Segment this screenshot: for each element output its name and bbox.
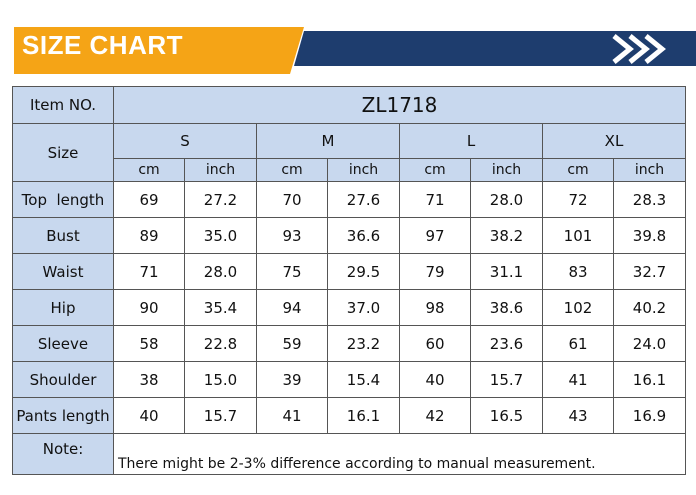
table-cell: 71 — [113, 253, 185, 290]
table-cell: 24.0 — [613, 325, 686, 362]
row-label: Waist — [12, 253, 114, 290]
table-cell: 16.1 — [613, 361, 686, 398]
banner-title: SIZE CHART — [22, 30, 183, 60]
table-cell: 41 — [256, 397, 328, 434]
table-cell: 102 — [542, 289, 614, 326]
table-cell: 28.3 — [613, 181, 686, 218]
banner-orange-block — [14, 27, 304, 74]
table-cell: 23.2 — [327, 325, 400, 362]
table-cell: 15.7 — [184, 397, 257, 434]
table-cell: 16.1 — [327, 397, 400, 434]
table-cell: 28.0 — [470, 181, 543, 218]
banner-graphic — [14, 27, 696, 74]
table-cell: 37.0 — [327, 289, 400, 326]
table-cell: 40 — [113, 397, 185, 434]
table-cell: 27.6 — [327, 181, 400, 218]
table-cell: 75 — [256, 253, 328, 290]
table-cell: 90 — [113, 289, 185, 326]
table-cell: 39 — [256, 361, 328, 398]
table-cell: 35.4 — [184, 289, 257, 326]
table-cell: 16.5 — [470, 397, 543, 434]
table-cell: 39.8 — [613, 217, 686, 254]
table-cell: 31.1 — [470, 253, 543, 290]
model-number: ZL1718 — [113, 86, 686, 124]
table-cell: 15.4 — [327, 361, 400, 398]
table-cell: 38.2 — [470, 217, 543, 254]
unit-inch-header: inch — [470, 158, 543, 182]
table-cell: 60 — [399, 325, 471, 362]
table-cell: 70 — [256, 181, 328, 218]
table-row: Waist 71 28.0 75 29.5 79 31.1 83 32.7 — [12, 253, 686, 290]
table-row: Shoulder 38 15.0 39 15.4 40 15.7 41 16.1 — [12, 361, 686, 398]
note-label: Note: — [12, 433, 114, 475]
table-cell: 97 — [399, 217, 471, 254]
row-label: Hip — [12, 289, 114, 326]
table-cell: 38 — [113, 361, 185, 398]
double-chevron-right-icon — [612, 34, 666, 64]
table-cell: 22.8 — [184, 325, 257, 362]
item-no-label: Item NO. — [12, 86, 114, 124]
table-cell: 32.7 — [613, 253, 686, 290]
size-l-header: L — [399, 123, 543, 159]
table-cell: 79 — [399, 253, 471, 290]
table-cell: 42 — [399, 397, 471, 434]
table-cell: 28.0 — [184, 253, 257, 290]
unit-inch-header: inch — [327, 158, 400, 182]
table-cell: 61 — [542, 325, 614, 362]
table-cell: 71 — [399, 181, 471, 218]
table-cell: 40.2 — [613, 289, 686, 326]
unit-cm-header: cm — [542, 158, 614, 182]
banner-navy-bar — [294, 31, 696, 66]
table-cell: 83 — [542, 253, 614, 290]
table-cell: 16.9 — [613, 397, 686, 434]
size-xl-header: XL — [542, 123, 686, 159]
unit-cm-header: cm — [399, 158, 471, 182]
table-cell: 89 — [113, 217, 185, 254]
size-chart-banner: SIZE CHART — [0, 0, 696, 78]
table-cell: 36.6 — [327, 217, 400, 254]
table-row: Top length 69 27.2 70 27.6 71 28.0 72 28.3 — [12, 181, 686, 218]
size-table: Item NO. ZL1718 Size S M L XL cm inch cm… — [12, 86, 686, 475]
size-label: Size — [12, 123, 114, 182]
table-row: Sleeve 58 22.8 59 23.2 60 23.6 61 24.0 — [12, 325, 686, 362]
unit-inch-header: inch — [184, 158, 257, 182]
table-cell: 59 — [256, 325, 328, 362]
row-label: Top length — [12, 181, 114, 218]
table-cell: 41 — [542, 361, 614, 398]
size-s-header: S — [113, 123, 257, 159]
unit-cm-header: cm — [256, 158, 328, 182]
row-label: Sleeve — [12, 325, 114, 362]
unit-cm-header: cm — [113, 158, 185, 182]
table-row: Hip 90 35.4 94 37.0 98 38.6 102 40.2 — [12, 289, 686, 326]
table-cell: 15.7 — [470, 361, 543, 398]
table-cell: 27.2 — [184, 181, 257, 218]
table-cell: 35.0 — [184, 217, 257, 254]
table-cell: 69 — [113, 181, 185, 218]
table-cell: 98 — [399, 289, 471, 326]
row-label: Pants length — [12, 397, 114, 434]
table-cell: 93 — [256, 217, 328, 254]
table-cell: 40 — [399, 361, 471, 398]
table-row: Bust 89 35.0 93 36.6 97 38.2 101 39.8 — [12, 217, 686, 254]
table-cell: 58 — [113, 325, 185, 362]
table-cell: 29.5 — [327, 253, 400, 290]
row-label: Shoulder — [12, 361, 114, 398]
table-cell: 38.6 — [470, 289, 543, 326]
table-cell: 101 — [542, 217, 614, 254]
table-cell: 94 — [256, 289, 328, 326]
table-cell: 72 — [542, 181, 614, 218]
table-cell: 43 — [542, 397, 614, 434]
size-m-header: M — [256, 123, 400, 159]
table-cell: 15.0 — [184, 361, 257, 398]
row-label: Bust — [12, 217, 114, 254]
note-row: Note: There might be 2-3% difference acco… — [12, 433, 686, 475]
unit-inch-header: inch — [613, 158, 686, 182]
note-text: There might be 2-3% difference according… — [113, 433, 686, 475]
table-row: Pants length 40 15.7 41 16.1 42 16.5 43 16.9 — [12, 397, 686, 434]
table-cell: 23.6 — [470, 325, 543, 362]
